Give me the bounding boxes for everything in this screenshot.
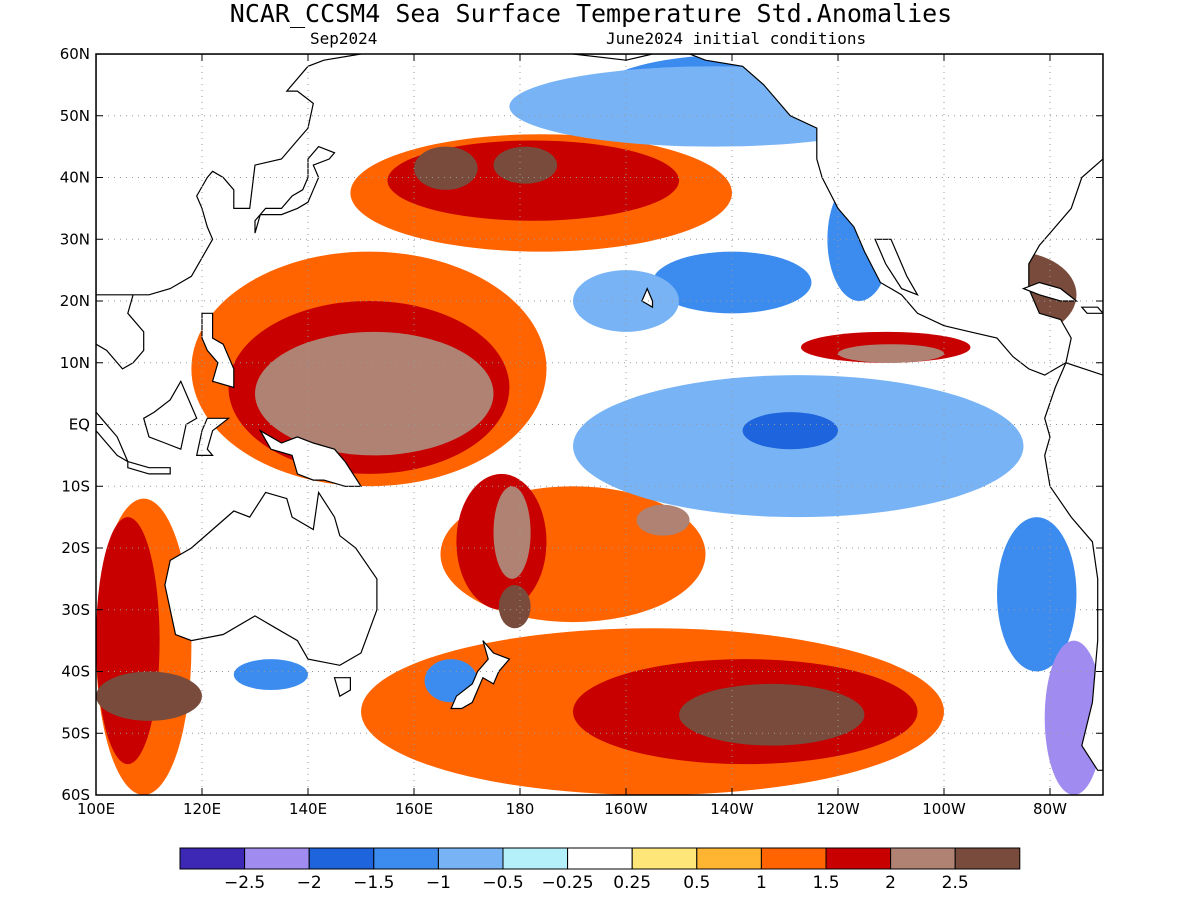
colorbar-label: −1 (426, 873, 451, 893)
anomaly-region (679, 683, 865, 746)
landmass-new-guinea (258, 429, 363, 487)
anomaly-region (255, 331, 494, 456)
land-layer (96, 54, 1103, 771)
lat-tick-label: 50S (61, 724, 90, 742)
landmass-hawaii (641, 287, 654, 309)
colorbar-label: −0.5 (482, 873, 523, 893)
colorbar-swatch (373, 847, 439, 870)
landmass-new-zealand (450, 640, 511, 710)
landmass-australia (164, 490, 378, 666)
lat-tick-label: 10N (60, 354, 90, 372)
anomaly-region (96, 517, 160, 765)
landmass-cuba (1021, 281, 1079, 302)
anomaly-region (636, 504, 690, 536)
lon-tick-label: 140W (710, 800, 754, 818)
chart-title: NCAR_CCSM4 Sea Surface Temperature Std.A… (229, 0, 953, 28)
lat-tick-label: 20N (60, 292, 90, 310)
lon-tick-label: 120E (183, 800, 221, 818)
colorbar: −2.5 −2 −1.5 −1 −0.5 −0.25 0.25 0.5 1 1.5 2 2.5 (179, 847, 1021, 893)
landmass-gulf-of-california-interior (874, 238, 919, 296)
colorbar-swatch (567, 847, 633, 870)
colorbar-swatch (696, 847, 762, 870)
lat-tick-label: 60S (61, 786, 90, 804)
anomaly-region (233, 659, 308, 691)
lon-tick-label: 160E (395, 800, 433, 818)
colorbar-label: 2 (885, 873, 896, 893)
lat-tick-label: 60N (60, 45, 90, 63)
lon-tick-label: 80W (1033, 800, 1067, 818)
anomaly-region (493, 486, 531, 579)
colorbar-label: −2 (297, 873, 322, 893)
anomaly-field (96, 54, 1103, 795)
landmass-japan (254, 145, 336, 234)
anomaly-region (493, 146, 558, 184)
lat-tick-label: 10S (61, 477, 90, 495)
colorbar-swatch (502, 847, 569, 870)
forecast-month: Sep2024 (310, 29, 378, 48)
colorbar-label: −1.5 (353, 873, 394, 893)
colorbar-label: 0.5 (683, 873, 710, 893)
colorbar-label: −2.5 (224, 873, 265, 893)
initial-conditions-label: June2024 initial conditions (606, 29, 867, 48)
landmass-china-coast (96, 54, 362, 296)
colorbar-swatch (244, 847, 310, 870)
lat-tick-label: EQ (69, 416, 90, 434)
landmass-north-america (572, 54, 1103, 376)
anomaly-region (96, 671, 202, 721)
lat-tick-label: 40N (60, 169, 90, 187)
colorbar-label: −0.25 (542, 873, 594, 893)
landmass-south-america (1044, 362, 1103, 771)
colorbar-swatch (308, 847, 375, 870)
lon-tick-label: 140E (289, 800, 327, 818)
landmass-philippines (201, 312, 235, 389)
lat-tick-label: 50N (60, 107, 90, 125)
landmass-sulawesi (195, 417, 231, 456)
colorbar-swatch (437, 847, 504, 870)
anomaly-region (414, 146, 478, 190)
lat-tick-label: 30S (61, 601, 90, 619)
lon-tick-label: 100E (77, 800, 115, 818)
anomaly-region (997, 517, 1077, 672)
lon-tick-label: 100W (922, 800, 966, 818)
anomaly-region (838, 344, 944, 363)
colorbar-swatch (954, 847, 1021, 870)
anomaly-region (498, 585, 531, 629)
landmass-tasmania (333, 677, 351, 698)
colorbar-swatch (890, 847, 956, 870)
landmass-borneo (142, 379, 198, 451)
landmass-hispaniola (1080, 306, 1103, 314)
anomaly-region (742, 412, 838, 450)
colorbar-label: 1 (756, 873, 767, 893)
colorbar-label: 2.5 (942, 873, 969, 893)
colorbar-swatch (825, 847, 892, 870)
lat-tick-label: 40S (61, 663, 90, 681)
lat-tick-label: 30N (60, 230, 90, 248)
lon-tick-label: 120W (816, 800, 860, 818)
colorbar-swatch (179, 847, 246, 870)
colorbar-label: 0.25 (613, 873, 651, 893)
lon-tick-label: 160W (604, 800, 648, 818)
colorbar-swatch (760, 847, 827, 870)
lon-tick-label: 180 (506, 800, 535, 818)
lat-tick-label: 20S (61, 539, 90, 557)
colorbar-label: 1.5 (812, 873, 839, 893)
landmass-java (127, 460, 171, 475)
colorbar-swatch (631, 847, 698, 870)
